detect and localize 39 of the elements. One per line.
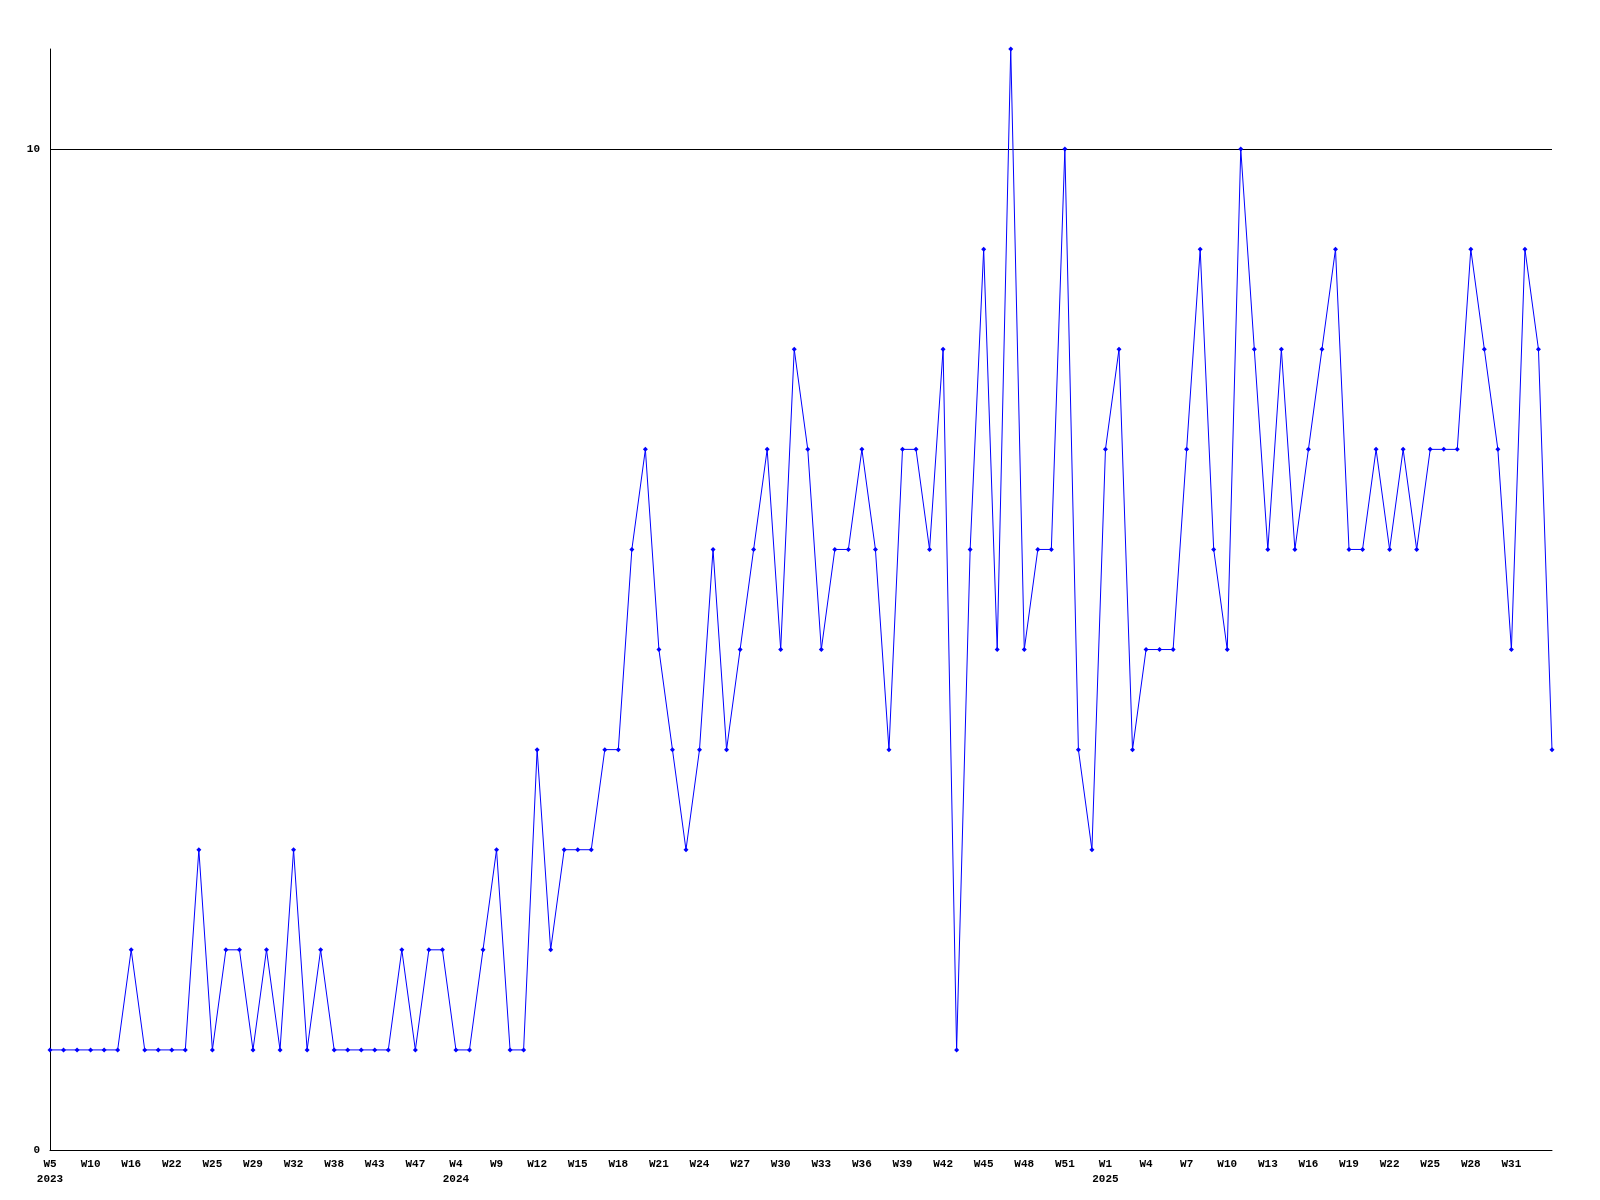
x-tick-label: W48: [1014, 1157, 1035, 1170]
x-tick-label: W18: [608, 1157, 629, 1170]
x-tick-label: W1 2025: [1092, 1157, 1120, 1185]
x-tick-label: W28: [1460, 1157, 1482, 1170]
x-tick-label: W42: [933, 1157, 953, 1170]
x-tick-label: W19: [1339, 1157, 1359, 1170]
x-tick-label: W7: [1180, 1157, 1194, 1170]
x-tick-label: W22: [161, 1157, 182, 1170]
x-tick-label: W47: [405, 1157, 426, 1170]
x-tick-label: W12: [527, 1157, 548, 1170]
x-tick-label: W25: [1420, 1157, 1441, 1170]
x-tick-label: W15: [567, 1157, 589, 1170]
x-tick-label: W25: [202, 1157, 223, 1170]
x-tick-label: W39: [892, 1157, 913, 1170]
y-tick-label: 10: [26, 143, 40, 156]
x-tick-label: W33: [811, 1157, 832, 1170]
x-tick-label: W51: [1054, 1157, 1076, 1170]
x-tick-label: W43: [364, 1157, 386, 1170]
x-tick-label: W27: [730, 1157, 751, 1170]
x-tick-label: W21: [649, 1157, 670, 1170]
x-tick-label: W13: [1257, 1157, 1279, 1170]
x-tick-label: W45: [973, 1157, 994, 1170]
x-tick-label: W5 2023: [36, 1157, 64, 1185]
y-tick-label: 0: [33, 1144, 40, 1156]
x-tick-label: W16: [121, 1157, 142, 1170]
x-tick-label: W31: [1501, 1157, 1522, 1170]
x-tick-label: W30: [770, 1157, 791, 1170]
x-tick-label: W32: [283, 1157, 304, 1170]
x-tick-label: W22: [1379, 1157, 1400, 1170]
x-tick-label: W10: [80, 1157, 101, 1170]
x-tick-label: W36: [851, 1157, 872, 1170]
x-tick-label: W29: [243, 1157, 263, 1170]
x-tick-label: W9: [489, 1157, 504, 1170]
x-tick-label: W16: [1298, 1157, 1319, 1170]
x-tick-label: W4: [1139, 1157, 1154, 1170]
x-tick-label: W10: [1217, 1157, 1238, 1170]
x-tick-label: W24: [689, 1157, 710, 1170]
x-tick-label: W38: [324, 1157, 345, 1170]
x-tick-label: W4 2024: [442, 1157, 470, 1185]
